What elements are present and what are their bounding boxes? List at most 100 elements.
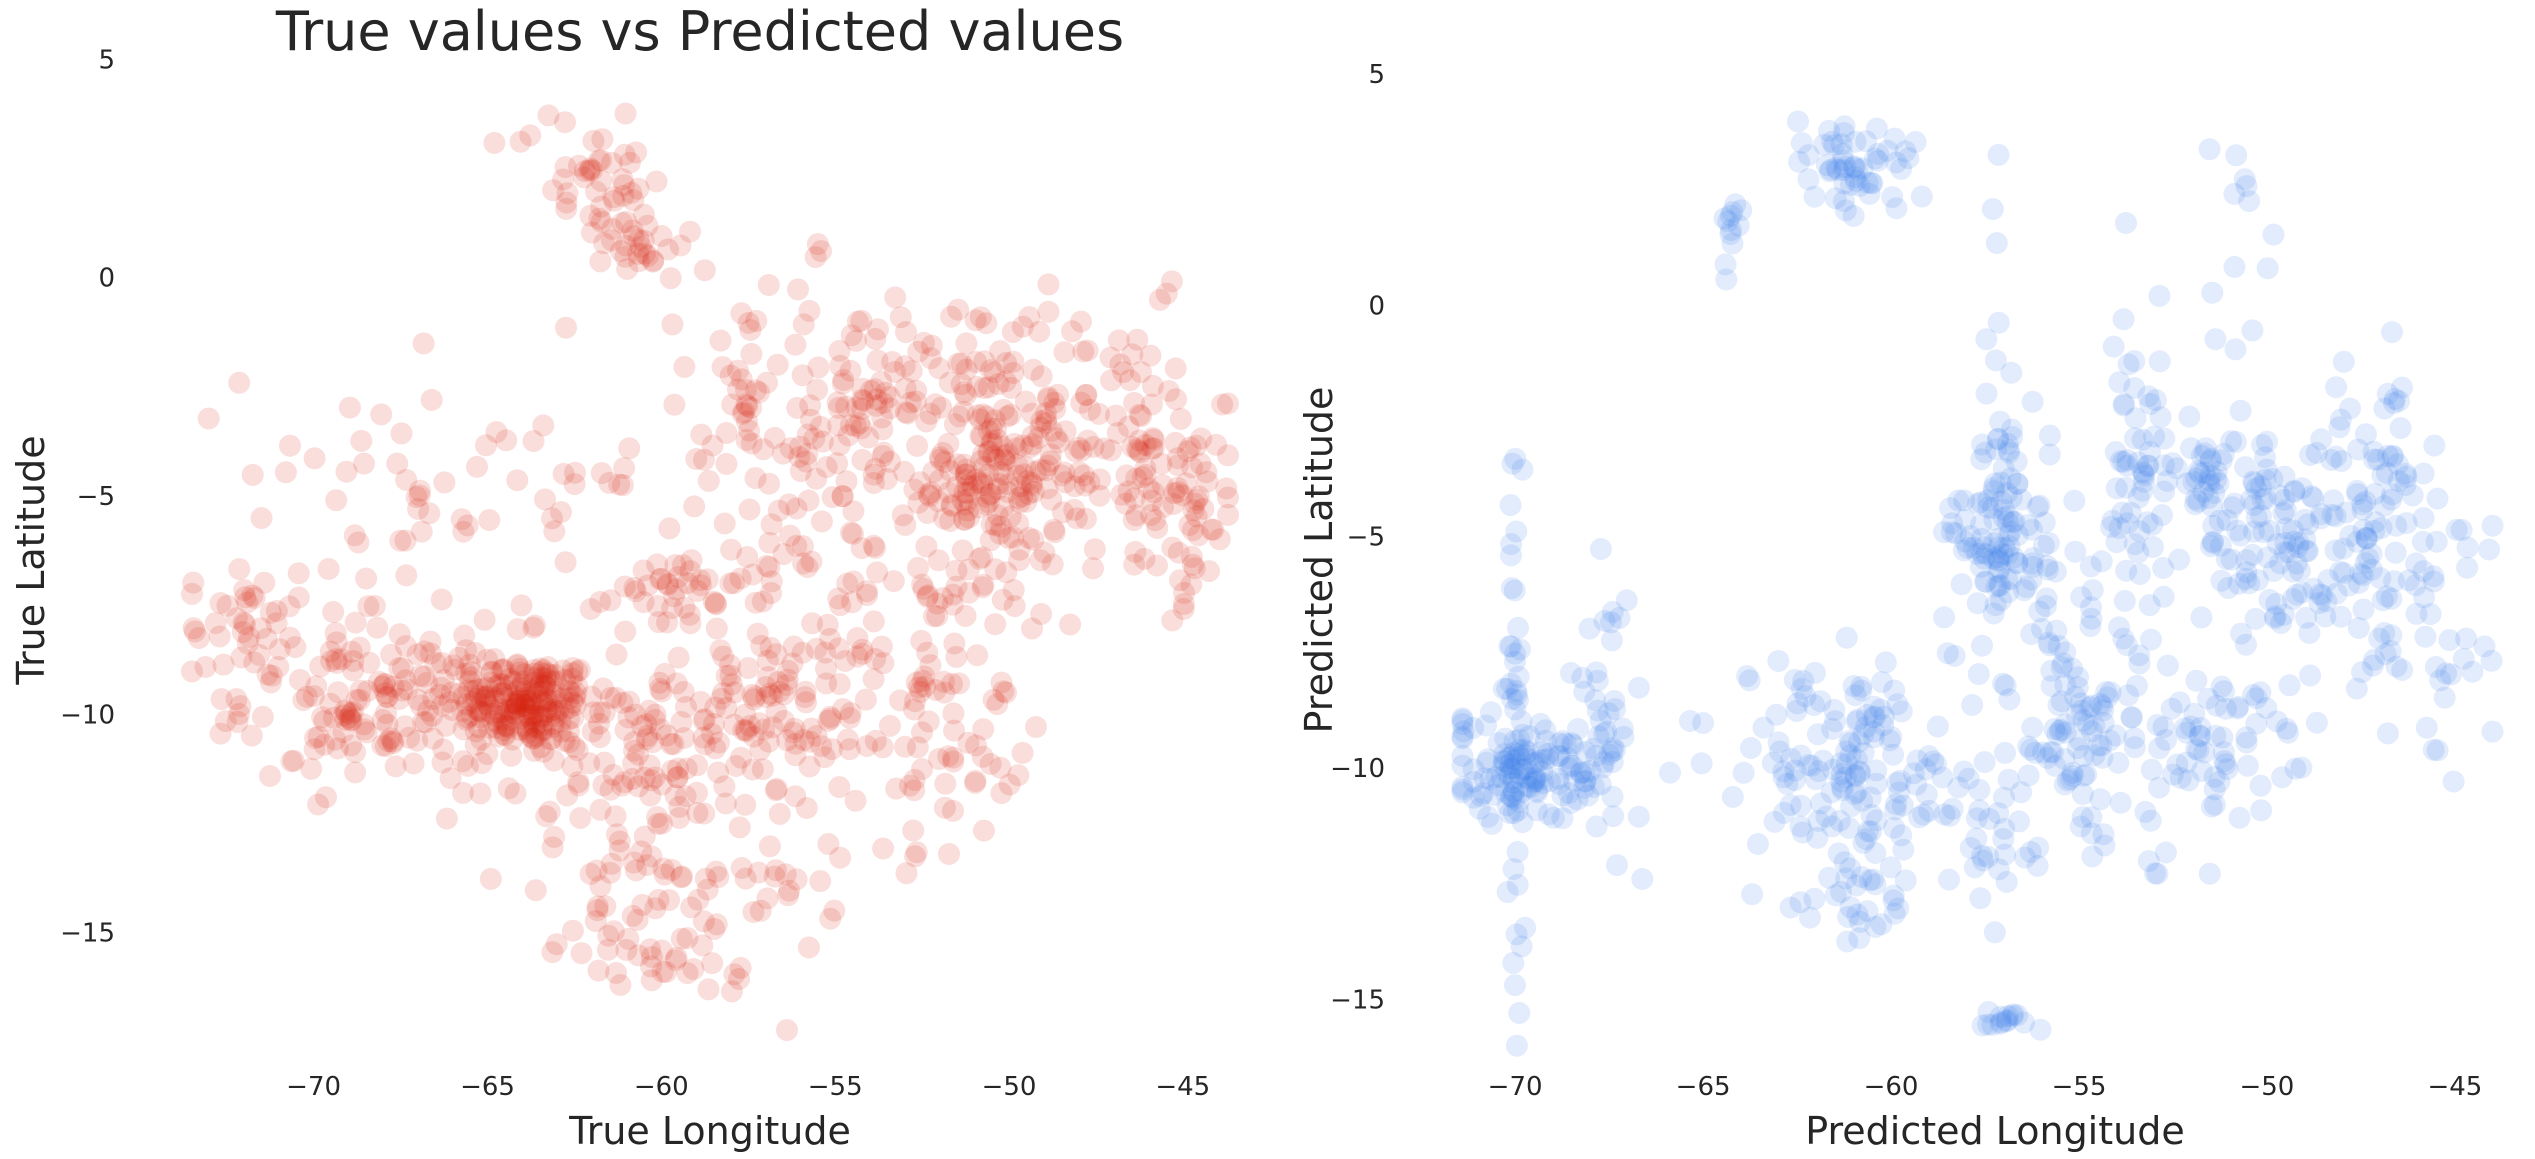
true-point-330: [953, 508, 976, 531]
predicted-point-845: [2152, 716, 2175, 739]
true-point-198: [957, 488, 980, 511]
predicted-point-1104: [1586, 699, 1609, 722]
true-point-1367: [663, 393, 686, 416]
true-point-1148: [906, 736, 929, 759]
predicted-point-398: [1941, 521, 1963, 544]
true-point-1147: [838, 738, 861, 761]
predicted-point-448: [1999, 467, 2022, 490]
predicted-point-798: [2325, 445, 2347, 468]
true-point-646: [862, 463, 885, 486]
predicted-point-951: [1894, 869, 1917, 892]
predicted-point-1050: [2029, 1018, 2052, 1041]
true-point-88: [499, 708, 522, 731]
true-point-969: [760, 582, 783, 605]
predicted-point-886: [2277, 721, 2299, 744]
true-point-206: [984, 417, 1007, 440]
predicted-point-574: [2140, 628, 2162, 651]
true-point-873: [657, 238, 680, 261]
true-point-1430: [1025, 716, 1047, 738]
predicted-point-126: [1551, 807, 1574, 830]
predicted-point-325: [1876, 139, 1899, 162]
true-point-1433: [992, 680, 1015, 703]
predicted-point-885: [2210, 675, 2233, 698]
predicted-point-131: [1496, 677, 1519, 700]
true-point-874: [659, 267, 682, 290]
true-point-1126: [758, 835, 781, 858]
true-point-552: [832, 698, 855, 721]
predicted-point-252: [1791, 821, 1814, 844]
predicted-point-581: [2143, 425, 2166, 448]
true-point-1226: [278, 595, 301, 618]
true-point-1427: [894, 735, 916, 758]
predicted-point-410: [2001, 426, 2024, 448]
true-point-883: [650, 225, 673, 247]
true-point-247: [993, 449, 1016, 472]
true-point-908: [680, 549, 703, 572]
true-x-tick-5: −45: [1155, 1072, 1210, 1102]
predicted-point-1101: [1560, 662, 1582, 684]
predicted-point-219: [1888, 781, 1911, 804]
true-point-527: [641, 731, 664, 754]
predicted-point-605: [2104, 441, 2127, 464]
predicted-point-571: [2108, 516, 2131, 539]
true-point-241: [1020, 471, 1043, 494]
predicted-point-587: [2133, 470, 2156, 493]
predicted-point-880: [2213, 741, 2235, 764]
predicted-point-280: [1850, 675, 1873, 698]
predicted-point-713: [2264, 605, 2287, 628]
true-point-58: [534, 672, 557, 694]
predicted-point-148: [1511, 458, 1534, 481]
true-point-543: [911, 669, 934, 692]
true-point-336: [973, 456, 996, 478]
true-point-630: [859, 379, 882, 402]
true-point-1295: [495, 429, 518, 452]
true-point-855: [519, 124, 542, 147]
true-point-186: [1006, 453, 1029, 476]
true-point-36: [455, 708, 478, 731]
predicted-point-802: [2394, 474, 2417, 496]
true-point-1396: [1173, 581, 1196, 604]
predicted-point-197: [1952, 760, 1975, 783]
predicted-point-715: [2335, 501, 2358, 524]
predicted-point-526: [2020, 623, 2043, 646]
predicted-point-633: [2300, 485, 2323, 508]
predicted-point-695: [2309, 583, 2332, 606]
predicted-point-154: [1506, 873, 1529, 896]
true-point-1184: [975, 486, 998, 509]
predicted-point-568: [2079, 555, 2102, 578]
true-point-892: [705, 593, 727, 616]
true-point-778: [1082, 435, 1105, 458]
true-point-1391: [1181, 519, 1204, 542]
predicted-point-1105: [1601, 785, 1624, 808]
predicted-point-431: [2001, 511, 2024, 534]
true-point-108: [483, 686, 506, 709]
predicted-point-1073: [2080, 822, 2103, 845]
predicted-point-234: [1721, 785, 1744, 808]
predicted-point-645: [2274, 541, 2296, 564]
predicted-point-399: [1983, 480, 2006, 503]
true-point-382: [435, 807, 458, 830]
true-point-1287: [395, 468, 418, 491]
true-point-32: [518, 704, 541, 727]
predicted-point-1066: [2148, 776, 2170, 799]
true-point-1014: [584, 910, 607, 933]
predicted-point-1083: [1612, 725, 1635, 748]
true-point-998: [851, 642, 874, 665]
true-point-194: [977, 420, 1000, 443]
predicted-point-1002: [1959, 837, 1982, 859]
true-point-1088: [795, 797, 818, 819]
predicted-point-139: [1498, 802, 1521, 825]
true-point-529: [798, 755, 821, 778]
predicted-point-540: [2024, 741, 2047, 764]
true-point-1442: [972, 718, 995, 741]
predicted-point-1000: [1957, 767, 1980, 790]
true-point-853: [555, 191, 578, 214]
predicted-point-213: [1871, 671, 1893, 694]
predicted-point-115: [1518, 725, 1541, 748]
true-point-1006: [704, 592, 727, 615]
predicted-point-1028: [1878, 729, 1901, 752]
true-point-1031: [543, 825, 566, 848]
true-point-524: [723, 681, 746, 704]
true-point-1478: [665, 946, 688, 969]
true-point-1122: [728, 816, 751, 839]
